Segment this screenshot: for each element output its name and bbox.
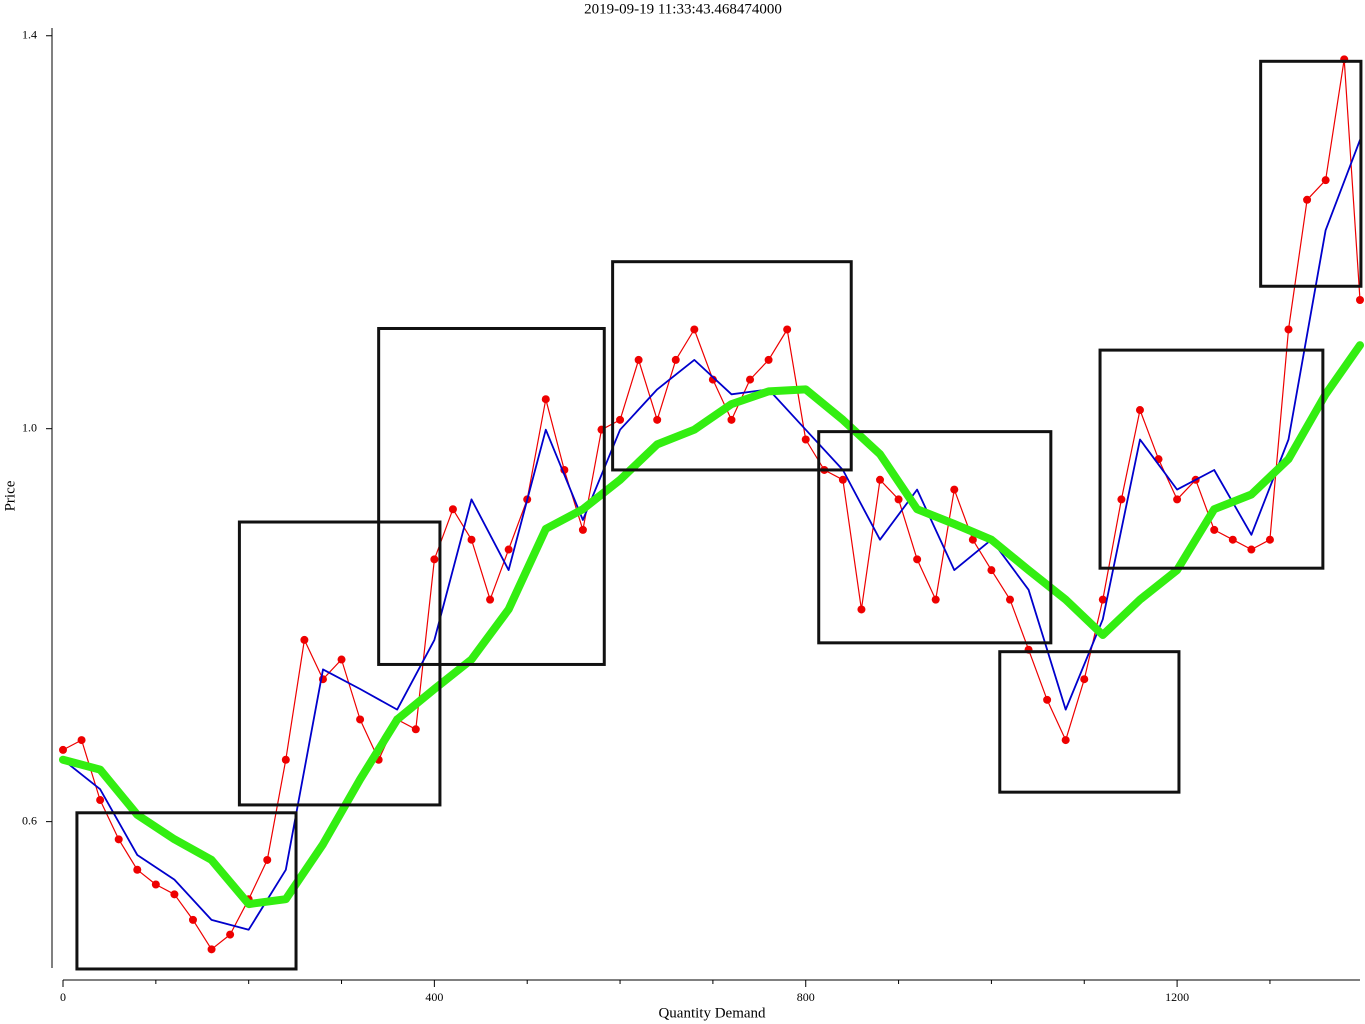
y-axis-label: Price (2, 480, 18, 511)
data-point (801, 435, 810, 444)
x-tick-label: 1200 (1165, 990, 1189, 1004)
data-point (356, 715, 365, 724)
data-point (913, 555, 922, 564)
data-point (300, 635, 309, 644)
data-point (411, 725, 420, 734)
data-point (857, 605, 866, 614)
data-point (1265, 535, 1274, 544)
data-point (467, 535, 476, 544)
data-point (188, 915, 197, 924)
data-point (838, 475, 847, 484)
highlight-box (998, 650, 1181, 794)
data-point (671, 355, 680, 364)
data-point (1303, 195, 1312, 204)
data-point (1210, 525, 1219, 534)
highlight-box (817, 430, 1053, 645)
data-point (634, 355, 643, 364)
data-point (1061, 736, 1070, 745)
data-point (1117, 495, 1126, 504)
data-point (486, 595, 495, 604)
y-tick-label: 1.4 (22, 28, 37, 42)
data-point (207, 945, 216, 954)
chart-title: 2019-09-19 11:33:43.468474000 (584, 1, 782, 17)
x-axis-label: Quantity Demand (658, 1005, 766, 1021)
data-point (170, 890, 179, 899)
data-point (430, 555, 439, 564)
series-line (62, 139, 1361, 931)
data-point (337, 655, 346, 664)
x-tick-label: 0 (60, 990, 66, 1004)
data-point (987, 566, 996, 575)
x-tick-label: 800 (797, 990, 815, 1004)
data-point (653, 415, 662, 424)
data-point (114, 835, 123, 844)
data-point (1173, 495, 1182, 504)
data-point (226, 930, 235, 939)
data-point (77, 736, 86, 745)
data-point (708, 375, 717, 384)
highlight-box (611, 260, 853, 472)
data-point (1228, 535, 1237, 544)
highlight-box (1259, 59, 1363, 288)
data-point (263, 855, 272, 864)
data-point (1098, 595, 1107, 604)
data-point (578, 525, 587, 534)
data-point (96, 796, 105, 805)
data-point (1080, 675, 1089, 684)
data-point (541, 395, 550, 404)
data-point (1284, 325, 1293, 334)
data-point (764, 355, 773, 364)
data-point (950, 485, 959, 494)
y-tick-label: 1.0 (22, 420, 37, 434)
series-line (59, 341, 1364, 909)
data-point (151, 880, 160, 889)
highlight-box (75, 811, 298, 971)
data-point (1321, 176, 1330, 185)
data-point (894, 495, 903, 504)
series-line (62, 58, 1361, 950)
data-point (1135, 406, 1144, 415)
data-point (690, 325, 699, 334)
data-point (968, 535, 977, 544)
data-point (931, 595, 940, 604)
data-point (281, 755, 290, 764)
data-point (616, 415, 625, 424)
data-point (783, 325, 792, 334)
data-point (746, 375, 755, 384)
data-point (1356, 296, 1364, 305)
data-point (133, 865, 142, 874)
data-point (727, 415, 736, 424)
data-point (1247, 545, 1256, 554)
data-point (876, 475, 885, 484)
data-point (1043, 695, 1052, 704)
y-tick-label: 0.6 (22, 813, 37, 827)
data-point (448, 505, 457, 514)
highlight-box (377, 326, 606, 666)
data-point (1005, 595, 1014, 604)
data-point (59, 745, 67, 754)
data-point (504, 545, 513, 554)
x-tick-label: 400 (425, 990, 443, 1004)
highlight-box (1098, 348, 1325, 570)
